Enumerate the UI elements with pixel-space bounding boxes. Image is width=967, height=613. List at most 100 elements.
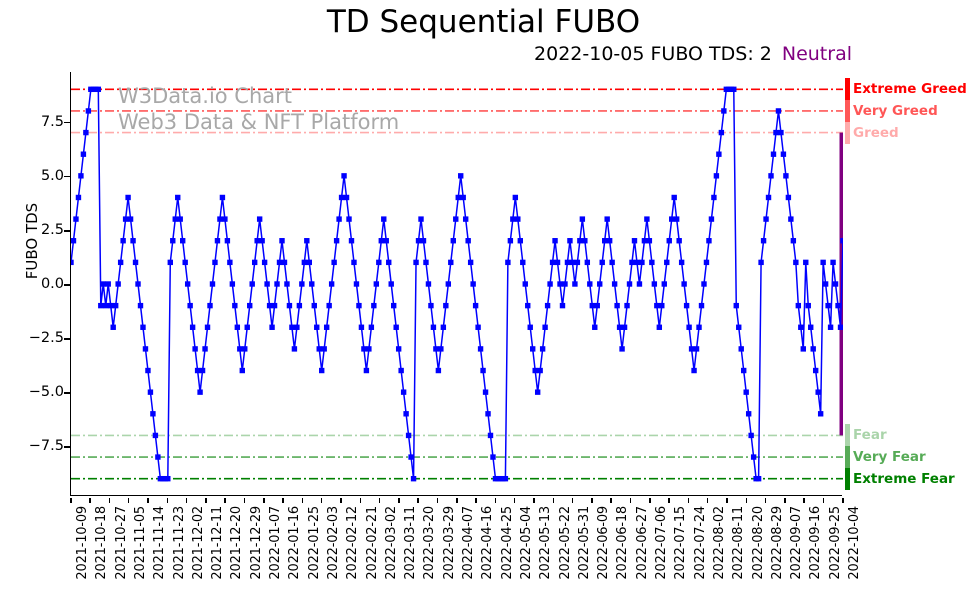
zone-swatch: [845, 121, 850, 144]
data-point-marker: [140, 324, 146, 330]
data-point-marker: [167, 259, 173, 266]
data-point-marker: [443, 302, 449, 309]
data-point-marker: [132, 259, 139, 266]
x-tick-label: 2022-07-15: [673, 506, 689, 580]
x-tick-label: 2022-09-25: [827, 506, 843, 580]
data-point-marker: [582, 238, 588, 244]
data-point-marker: [279, 238, 285, 244]
data-point-marker: [383, 238, 389, 244]
data-point-marker: [254, 238, 260, 244]
x-tick-mark: [89, 498, 91, 503]
data-point-marker: [467, 259, 474, 266]
data-point-marker: [815, 389, 821, 395]
x-tick-mark: [263, 498, 265, 503]
data-point-marker: [475, 324, 481, 330]
data-point-marker: [194, 367, 201, 374]
data-point-marker: [733, 302, 739, 309]
data-point-marker: [651, 281, 658, 287]
data-point-marker: [743, 389, 749, 395]
x-tick-mark: [301, 498, 304, 503]
data-point-marker: [708, 216, 715, 222]
data-point-marker: [693, 346, 700, 352]
data-point-marker: [549, 259, 556, 266]
data-point-marker: [793, 259, 799, 266]
y-tick-mark: [64, 338, 70, 340]
data-point-marker: [314, 324, 320, 330]
x-tick-mark: [610, 498, 612, 503]
data-point-marker: [125, 194, 131, 201]
x-tick-label: 2021-10-18: [94, 506, 110, 580]
data-point-marker: [95, 86, 102, 93]
data-point-marker: [418, 216, 424, 222]
data-point-marker: [187, 302, 193, 309]
x-tick-label: 2022-01-16: [287, 506, 303, 580]
data-point-marker: [760, 238, 767, 244]
data-point-marker: [73, 216, 79, 222]
data-point-marker: [820, 259, 826, 266]
data-point-marker: [256, 216, 263, 222]
x-tick-label: 2022-01-07: [268, 506, 283, 580]
data-point-marker: [557, 281, 563, 287]
zone-swatch: [845, 78, 850, 101]
data-point-marker: [142, 346, 149, 352]
data-point-marker: [341, 173, 347, 179]
data-point-marker: [147, 389, 154, 395]
data-point-marker: [599, 259, 605, 266]
data-point-marker: [485, 411, 491, 417]
data-point-marker: [750, 454, 757, 460]
x-tick-label: 2022-04-25: [499, 506, 515, 580]
data-point-marker: [597, 281, 603, 287]
x-tick-mark: [533, 498, 535, 503]
data-point-marker: [71, 259, 74, 266]
data-point-marker: [189, 324, 196, 330]
x-tick-label: 2022-03-02: [383, 506, 399, 580]
x-tick-mark: [70, 498, 72, 503]
data-point-marker: [810, 346, 816, 352]
x-tick-mark: [456, 498, 458, 503]
data-point-marker: [408, 454, 414, 460]
data-point-marker: [110, 324, 116, 330]
data-point-marker: [654, 302, 660, 309]
zone-swatch: [845, 99, 850, 122]
data-point-marker: [748, 432, 754, 439]
data-point-marker: [264, 281, 270, 287]
data-point-marker: [281, 259, 288, 266]
data-point-marker: [619, 346, 625, 352]
data-point-marker: [592, 324, 598, 330]
data-point-marker: [202, 346, 208, 352]
data-point-marker: [835, 302, 841, 309]
x-tick-mark: [398, 498, 400, 503]
x-tick-mark: [494, 498, 497, 503]
chart-title: TD Sequential FUBO: [326, 4, 641, 40]
y-axis-labels: 7.5 5.0 2.5 0.0 −2.5 −5.0 −7.5: [12, 72, 64, 496]
data-point-marker: [135, 281, 141, 287]
data-point-marker: [398, 367, 404, 374]
data-point-marker: [577, 238, 583, 244]
y-tick-label: 2.5: [40, 221, 64, 238]
x-tick-mark: [282, 498, 284, 503]
data-point-marker: [522, 281, 528, 287]
x-tick-label: 2022-05-31: [576, 506, 592, 580]
x-axis-labels: 2021-10-09 2021-10-18 2021-10-27 2021-11-05…: [70, 498, 862, 610]
x-tick-mark: [436, 498, 439, 503]
data-point-marker: [224, 238, 231, 244]
y-tick-label: −7.5: [28, 438, 64, 455]
data-point-marker: [554, 259, 561, 266]
sentiment-badge: Neutral: [781, 43, 852, 65]
x-tick-label: 2022-08-02: [711, 506, 727, 580]
data-point-marker: [175, 194, 181, 201]
data-point-marker: [405, 432, 412, 439]
zone-label-extreme-greed: Extreme Greed: [853, 81, 967, 98]
data-point-marker: [78, 173, 84, 179]
data-point-marker: [631, 238, 638, 244]
x-tick-label: 2022-02-21: [364, 506, 380, 580]
data-point-marker: [532, 367, 538, 374]
y-tick-label: −2.5: [28, 330, 64, 347]
data-point-marker: [465, 238, 471, 244]
data-point-marker: [502, 475, 509, 482]
data-point-marker: [85, 108, 92, 114]
data-point-marker: [348, 238, 355, 244]
data-point-marker: [425, 281, 432, 287]
data-point-marker: [217, 216, 223, 222]
data-point-marker: [664, 259, 670, 266]
